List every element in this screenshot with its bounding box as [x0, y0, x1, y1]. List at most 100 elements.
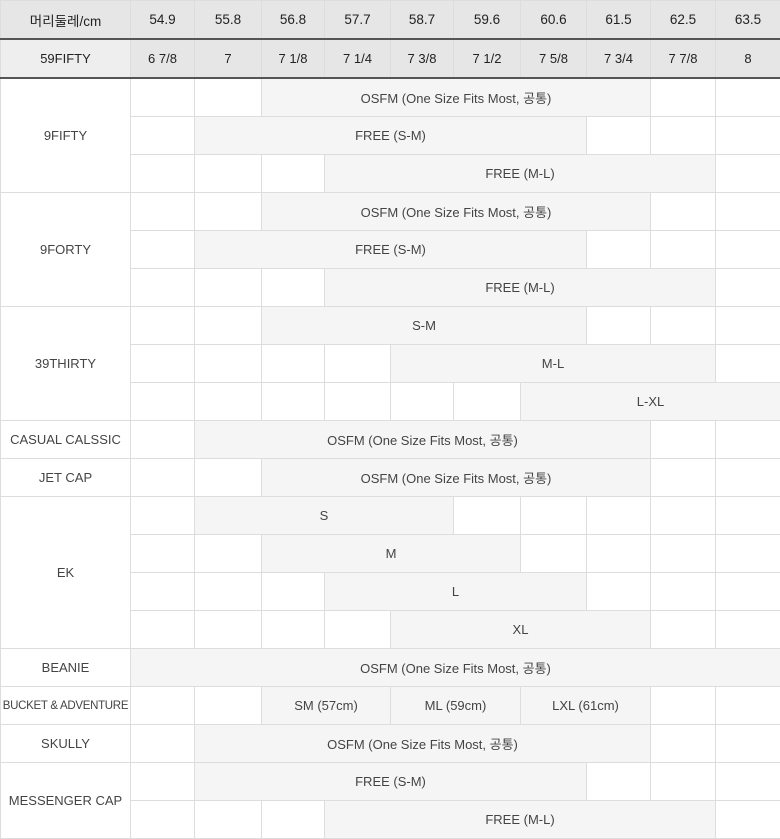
empty-cell: [131, 345, 195, 383]
empty-cell: [651, 231, 716, 269]
empty-cell: [651, 78, 716, 117]
model-label: SKULLY: [1, 725, 131, 763]
model-row: JET CAP OSFM (One Size Fits Most, 공통): [1, 459, 780, 497]
size-range-cell: FREE (M-L): [325, 801, 716, 839]
empty-cell: [716, 307, 780, 345]
empty-cell: [716, 459, 780, 497]
empty-cell: [651, 117, 716, 155]
empty-cell: [131, 763, 195, 801]
empty-cell: [131, 307, 195, 345]
sub_header-size: 7 3/8: [391, 39, 454, 78]
empty-cell: [325, 611, 391, 649]
empty-cell: [587, 307, 651, 345]
size-range-cell: L-XL: [521, 383, 780, 421]
empty-cell: [131, 687, 195, 725]
model-label: MESSENGER CAP: [1, 763, 131, 839]
empty-cell: [195, 345, 262, 383]
empty-cell: [716, 497, 780, 535]
size-range-cell: M-L: [391, 345, 716, 383]
empty-cell: [587, 497, 651, 535]
empty-cell: [131, 117, 195, 155]
sub_header-size: 7 7/8: [651, 39, 716, 78]
empty-cell: [716, 801, 780, 839]
empty-cell: [195, 535, 262, 573]
empty-cell: [651, 687, 716, 725]
header-size: 62.5: [651, 1, 716, 40]
empty-cell: [651, 497, 716, 535]
header-size: 60.6: [521, 1, 587, 40]
empty-cell: [262, 383, 325, 421]
header-size: 59.6: [454, 1, 521, 40]
sub_header-size: 7 5/8: [521, 39, 587, 78]
sub_header-size: 7: [195, 39, 262, 78]
empty-cell: [262, 155, 325, 193]
empty-cell: [325, 345, 391, 383]
empty-cell: [195, 383, 262, 421]
empty-cell: [716, 725, 780, 763]
empty-cell: [131, 725, 195, 763]
size-range-cell: L: [325, 573, 587, 611]
empty-cell: [195, 155, 262, 193]
size-range-cell: OSFM (One Size Fits Most, 공통): [195, 725, 651, 763]
empty-cell: [716, 155, 780, 193]
empty-cell: [131, 231, 195, 269]
model-label: JET CAP: [1, 459, 131, 497]
header-label: 머리둘레/cm: [1, 1, 131, 40]
empty-cell: [587, 763, 651, 801]
header-size: 63.5: [716, 1, 780, 40]
header-size: 55.8: [195, 1, 262, 40]
model-label: 39THIRTY: [1, 307, 131, 421]
empty-cell: [131, 459, 195, 497]
empty-cell: [651, 725, 716, 763]
empty-cell: [195, 573, 262, 611]
empty-cell: [195, 307, 262, 345]
empty-cell: [651, 307, 716, 345]
empty-cell: [651, 611, 716, 649]
empty-cell: [131, 801, 195, 839]
empty-cell: [651, 421, 716, 459]
empty-cell: [716, 78, 780, 117]
empty-cell: [716, 611, 780, 649]
empty-cell: [131, 193, 195, 231]
header-size: 56.8: [262, 1, 325, 40]
sub_header-size: 7 3/4: [587, 39, 651, 78]
empty-cell: [195, 687, 262, 725]
empty-cell: [716, 231, 780, 269]
empty-cell: [716, 763, 780, 801]
empty-cell: [454, 383, 521, 421]
empty-cell: [651, 193, 716, 231]
empty-cell: [587, 535, 651, 573]
size-range-cell: FREE (M-L): [325, 269, 716, 307]
empty-cell: [195, 801, 262, 839]
size-range-cell: OSFM (One Size Fits Most, 공통): [131, 649, 780, 687]
empty-cell: [325, 383, 391, 421]
empty-cell: [651, 459, 716, 497]
empty-cell: [587, 573, 651, 611]
empty-cell: [195, 611, 262, 649]
empty-cell: [131, 573, 195, 611]
sub_header-size: 7 1/2: [454, 39, 521, 78]
empty-cell: [195, 78, 262, 117]
header-size: 54.9: [131, 1, 195, 40]
size-range-cell: M: [262, 535, 521, 573]
size-range-cell: OSFM (One Size Fits Most, 공통): [262, 193, 651, 231]
sub_header-label: 59FIFTY: [1, 39, 131, 78]
size-range-cell: FREE (M-L): [325, 155, 716, 193]
empty-cell: [131, 497, 195, 535]
size-range-cell: OSFM (One Size Fits Most, 공통): [262, 459, 651, 497]
empty-cell: [195, 193, 262, 231]
empty-cell: [716, 573, 780, 611]
empty-cell: [716, 193, 780, 231]
model-label: CASUAL CALSSIC: [1, 421, 131, 459]
header-size: 58.7: [391, 1, 454, 40]
model-label: 9FORTY: [1, 193, 131, 307]
size-range-cell: SM (57cm): [262, 687, 391, 725]
